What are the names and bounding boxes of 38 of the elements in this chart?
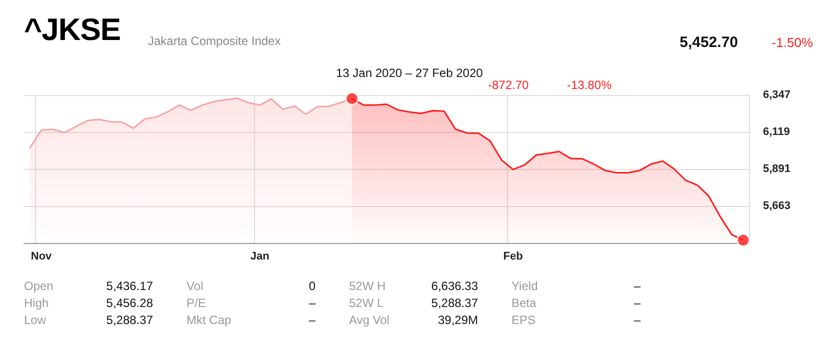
x-tick-label: Nov (30, 250, 53, 262)
text: 52W H (349, 279, 386, 293)
text: 5,288.37 (431, 296, 478, 310)
y-tick-label: 5,891 (763, 163, 791, 175)
text: 5,456.28 (106, 296, 153, 310)
text: -872.70 (488, 78, 529, 92)
text: – (634, 296, 640, 310)
x-tick-label: Jan (250, 250, 270, 262)
text: 5,452.70 (680, 34, 738, 51)
y-tick-label: 5,663 (763, 200, 791, 212)
text: 52W L (349, 296, 384, 310)
chart-title: ^JKSE (24, 12, 121, 48)
text: High (24, 296, 49, 310)
text: Avg Vol (349, 313, 390, 327)
text: Mkt Cap (186, 313, 232, 327)
text: 5,436.17 (106, 279, 153, 293)
x-tick-label: Feb (503, 250, 524, 262)
text: – (308, 313, 316, 327)
text: 13 Jan 2020 – 27 Feb 2020 (336, 66, 483, 80)
text: Yield (512, 279, 538, 293)
text: – (634, 279, 640, 293)
text: Beta (512, 296, 536, 310)
text: 5,288.37 (106, 313, 153, 327)
text: 6,636.33 (431, 279, 478, 293)
text: EPS (512, 313, 536, 327)
text: P/E (186, 296, 206, 310)
text: Low (24, 313, 46, 327)
text: – (308, 296, 316, 310)
text: Open (24, 279, 54, 293)
chart-subtitle: Jakarta Composite Index (148, 34, 281, 48)
y-tick-label: 6,347 (763, 89, 791, 101)
text: – (634, 313, 640, 327)
text: -13.80% (567, 78, 612, 92)
y-tick-label: 6,119 (763, 126, 790, 138)
text: 39,29M (438, 313, 478, 327)
text: Vol (186, 279, 204, 293)
text: 0 (308, 279, 316, 293)
text: -1.50% (772, 35, 813, 50)
